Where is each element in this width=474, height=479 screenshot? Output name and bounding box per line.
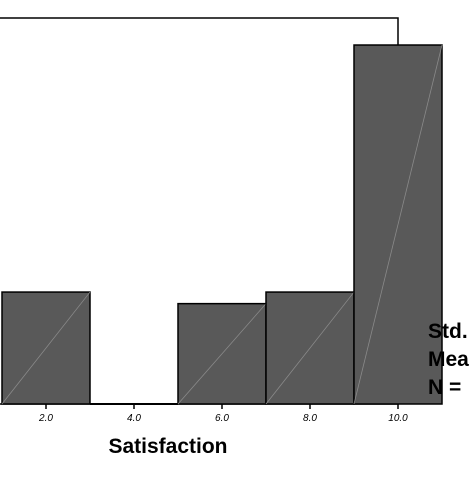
x-tick-label: 6.0 bbox=[215, 413, 229, 424]
bar-diagonal-line bbox=[265, 291, 355, 405]
stats-std-dev-label: Std. bbox=[428, 320, 468, 343]
x-tick-label: 4.0 bbox=[127, 413, 141, 424]
x-tick-label: 10.0 bbox=[388, 413, 408, 424]
bar-diagonal-line bbox=[353, 44, 443, 405]
bars-layer bbox=[1, 44, 443, 405]
x-tick-label: 8.0 bbox=[303, 413, 317, 424]
x-axis-label: Satisfaction bbox=[108, 435, 227, 458]
bar-diagonal-line bbox=[1, 291, 91, 405]
x-axis-ticks: 2.0 4.0 6.0 8.0 10.0 bbox=[38, 404, 408, 424]
stats-n-label: N = bbox=[428, 376, 462, 399]
stats-box: Std. Mea N = bbox=[428, 318, 469, 402]
stats-mean-label: Mea bbox=[428, 348, 469, 371]
bar-diagonal-line bbox=[177, 303, 267, 405]
x-tick-label: 2.0 bbox=[38, 413, 53, 424]
